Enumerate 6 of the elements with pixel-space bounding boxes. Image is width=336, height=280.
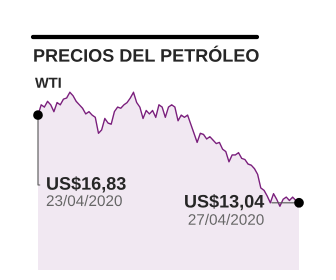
annotation: 23/04/2020 <box>46 194 122 206</box>
chart-title: PRECIOS DEL PETRÓLEO <box>34 46 259 62</box>
annotation: US$16,83 <box>47 176 126 192</box>
text: 27/04/2020 <box>188 214 264 225</box>
chart-subtitle: WTI <box>35 78 61 88</box>
annotation: US$13,04 <box>185 194 264 210</box>
